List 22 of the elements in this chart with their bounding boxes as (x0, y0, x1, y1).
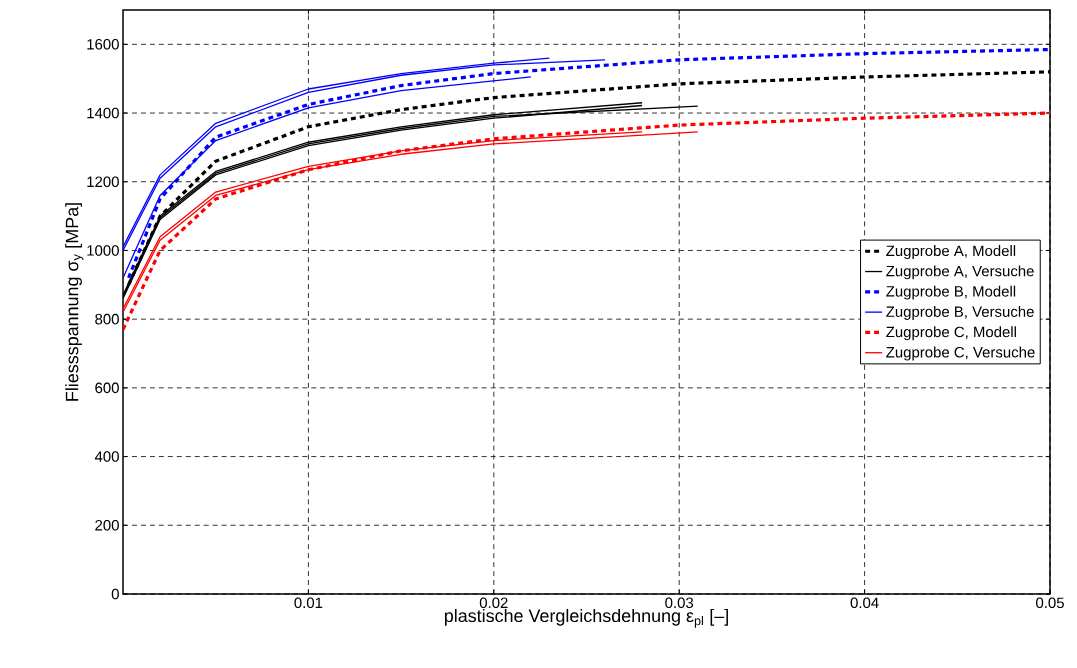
x-tick-label: 0.03 (665, 597, 694, 609)
y-tick-label: 1200 (87, 176, 119, 188)
legend-label: Zugprobe A, Modell (886, 245, 1016, 260)
y-axis-title: Fliessspannung σ$_{y}$ [MPa] (65, 203, 84, 401)
y-tick-label: 200 (95, 519, 119, 531)
y-tick-label: 0 (111, 588, 119, 600)
y-tick-label: 1400 (87, 107, 119, 119)
legend-label: Zugprobe B, Modell (886, 285, 1016, 300)
x-tick-label: 0.05 (1036, 597, 1064, 609)
y-tick-label: 800 (95, 313, 119, 325)
x-tick-label: 0.02 (479, 597, 508, 609)
y-tick-label: 1600 (87, 39, 119, 50)
legend-label: Zugprobe B, Versuche (886, 305, 1034, 320)
x-tick-label: 0.01 (294, 597, 323, 609)
x-axis-title: plastische Vergleichsdehnung ε$_{pl}$ [–] (444, 608, 728, 628)
legend-label: Zugprobe A, Versuche (886, 265, 1034, 280)
y-tick-label: 600 (95, 382, 119, 394)
x-tick-label: 0.04 (850, 597, 879, 609)
legend-label: Zugprobe C, Modell (886, 326, 1016, 341)
y-tick-label: 400 (94, 451, 119, 462)
legend-label: Zugprobe C, Versuche (886, 346, 1035, 361)
y-tick-label: 1000 (87, 245, 119, 256)
